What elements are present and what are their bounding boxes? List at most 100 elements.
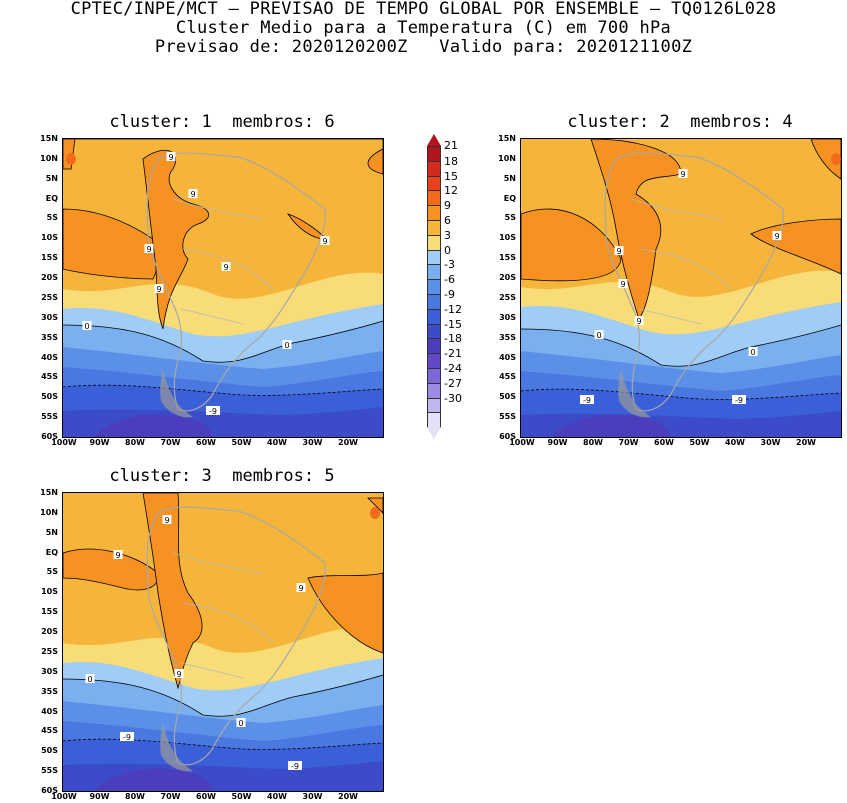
svg-text:0: 0	[284, 341, 289, 350]
latitude-label: 25S	[499, 292, 516, 302]
latitude-label: 35S	[41, 686, 58, 696]
colorbar-label: -12	[444, 302, 462, 316]
latitude-label: 55S	[499, 412, 516, 422]
latitude-label: EQ	[503, 193, 516, 203]
svg-text:-9: -9	[735, 396, 743, 405]
svg-text:0: 0	[596, 331, 601, 340]
band-9-12-region	[63, 139, 383, 175]
latitude-label: EQ	[45, 547, 58, 557]
colorbar-label: 15	[444, 169, 458, 183]
svg-text:9: 9	[298, 584, 303, 593]
svg-text:-9: -9	[209, 407, 217, 416]
svg-text:9: 9	[156, 285, 161, 294]
colorbar-segment	[427, 249, 441, 266]
longitude-label: 60W	[654, 438, 674, 447]
country-borders	[630, 198, 732, 325]
latitude-label: 50S	[41, 392, 58, 402]
svg-text:9: 9	[146, 245, 151, 254]
band-9-12-region	[307, 572, 383, 654]
header-title-line: CPTEC/INPE/MCT – PREVISAO DE TEMPO GLOBA…	[70, 0, 777, 19]
contour-label: -9	[288, 761, 302, 771]
svg-text:0: 0	[84, 322, 89, 331]
latitude-label: 40S	[499, 352, 516, 362]
longitude-label: 70W	[160, 438, 181, 447]
contour-label: 0	[236, 718, 246, 728]
contour-0	[63, 320, 383, 363]
svg-text:9: 9	[636, 317, 641, 326]
contour-minus9	[63, 738, 383, 750]
contour-label: 9	[678, 169, 688, 179]
colorbar-label: 3	[444, 228, 451, 242]
svg-text:-9: -9	[123, 733, 131, 742]
latitude-label: 55S	[41, 412, 58, 422]
longitude-label: 30W	[302, 438, 323, 447]
latitude-label: 5N	[45, 173, 58, 183]
longitude-label: 50W	[231, 438, 252, 447]
colorbar-segment	[427, 190, 441, 207]
patagonia-islands	[160, 369, 193, 418]
latitude-label: 15N	[40, 488, 58, 497]
longitude-label: 20W	[338, 792, 358, 801]
figure-header: CPTEC/INPE/MCT – PREVISAO DE TEMPO GLOBA…	[0, 0, 847, 57]
latitude-label: 10S	[499, 233, 516, 243]
south-america-coastline	[146, 506, 326, 766]
longitude-label: 20W	[796, 438, 816, 447]
colorbar-label: -9	[444, 288, 455, 301]
latitude-label: 20S	[41, 627, 58, 637]
latitude-label: 35S	[499, 332, 516, 342]
svg-text:9: 9	[774, 232, 779, 241]
contour-label: -9	[120, 732, 134, 742]
band-minus18-15	[93, 768, 213, 791]
colorbar-segment	[427, 397, 441, 414]
longitude-label: 30W	[760, 438, 781, 447]
svg-text:9: 9	[223, 263, 228, 272]
band-12-15-spot	[66, 153, 76, 165]
colorbar-label: -27	[444, 376, 462, 390]
colorbar-segment	[427, 323, 441, 340]
temperature-map-3: 9 9 9 9 0 0 -9 -9	[63, 493, 383, 791]
latitude-label: 60S	[41, 786, 58, 795]
colorbar-label: -30	[444, 391, 462, 405]
latitude-label: 50S	[499, 392, 516, 402]
contour-label: 0	[748, 347, 758, 357]
country-borders	[172, 552, 274, 679]
colorbar-segment	[427, 308, 441, 325]
colorbar-label: 0	[444, 243, 451, 257]
latitude-label: 5S	[504, 213, 516, 223]
contour-label: 9	[221, 262, 231, 272]
band-minus18-15	[93, 414, 213, 437]
colorbar-segment	[427, 412, 441, 429]
map-panel-2: 9 9 9 9 9 0 0 -9 -9	[520, 138, 842, 438]
contour-label: 0	[282, 340, 292, 350]
contour-label: 9	[634, 316, 644, 326]
map-panel-3: 9 9 9 9 0 0 -9 -9	[62, 492, 384, 792]
colorbar-segment	[427, 338, 441, 355]
band-minus18-15	[551, 414, 671, 437]
longitude-label: 40W	[725, 438, 745, 447]
longitude-label: 70W	[618, 438, 639, 447]
longitude-label: 90W	[89, 438, 110, 447]
contour-0	[521, 324, 841, 367]
band-9-12-region	[367, 497, 383, 514]
latitude-label: 40S	[41, 706, 58, 716]
svg-text:-9: -9	[291, 762, 299, 771]
latitude-label: 10N	[498, 153, 516, 163]
band-9-12-region	[63, 548, 159, 591]
colorbar-label: -24	[444, 362, 462, 375]
contour-label: 0	[594, 330, 604, 340]
longitude-label: 90W	[89, 792, 110, 801]
longitude-label: 80W	[125, 438, 145, 447]
colorbar-bottom-arrow	[427, 427, 441, 440]
contour-label: -9	[732, 395, 746, 405]
band-12-15-spot	[831, 153, 841, 165]
latitude-label: 5S	[46, 213, 58, 223]
contour-label: 9	[174, 669, 184, 679]
latitude-label: 30S	[41, 312, 58, 322]
longitude-label: 50W	[231, 792, 252, 801]
contour-minus9	[521, 388, 841, 400]
svg-text:9: 9	[115, 551, 120, 560]
panel-2-title: cluster: 2 membros: 4	[567, 112, 793, 132]
colorbar-segment	[427, 175, 441, 192]
latitude-label: 10N	[40, 507, 58, 517]
band-9-12-region	[810, 139, 841, 180]
